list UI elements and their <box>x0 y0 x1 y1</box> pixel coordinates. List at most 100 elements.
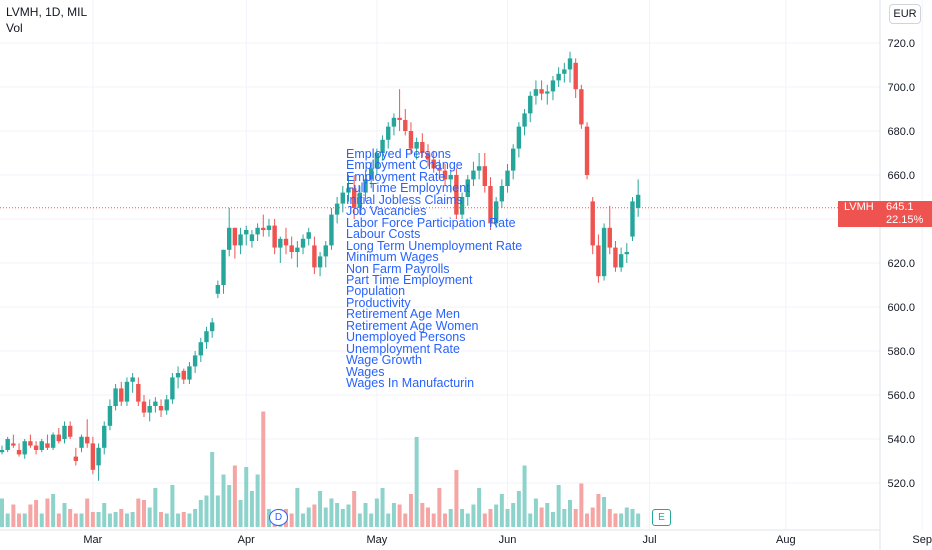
candle-body[interactable] <box>153 401 158 406</box>
candle-body[interactable] <box>147 406 152 413</box>
candle-body[interactable] <box>244 230 249 235</box>
candle-body[interactable] <box>425 153 431 160</box>
candle-body[interactable] <box>278 238 283 248</box>
candle-body[interactable] <box>482 166 487 186</box>
candle-body[interactable] <box>556 73 561 81</box>
currency-button[interactable]: EUR <box>889 4 921 24</box>
candle-body[interactable] <box>505 170 510 186</box>
candle-body[interactable] <box>16 450 22 455</box>
candle-body[interactable] <box>607 227 612 248</box>
candle-body[interactable] <box>624 252 629 255</box>
candle-body[interactable] <box>11 443 16 446</box>
overlay-item[interactable]: Initial Jobless Claims <box>346 192 463 207</box>
candle-body[interactable] <box>261 227 266 230</box>
candle-body[interactable] <box>528 95 533 114</box>
candle-body[interactable] <box>511 148 516 171</box>
candle-body[interactable] <box>357 192 363 208</box>
candle-body[interactable] <box>187 366 192 380</box>
candle-body[interactable] <box>471 170 476 180</box>
volume-legend[interactable]: Vol <box>6 21 23 35</box>
overlay-item[interactable]: Retirement Age Men <box>346 307 460 322</box>
candle-body[interactable] <box>0 450 5 453</box>
candle-body[interactable] <box>369 168 374 180</box>
candle-body[interactable] <box>437 168 442 171</box>
candle-body[interactable] <box>39 441 44 450</box>
candle-body[interactable] <box>590 201 595 246</box>
overlay-item[interactable]: Minimum Wages <box>346 250 439 265</box>
overlay-item[interactable]: Long Term Unemployment Rate <box>346 238 523 253</box>
candle-body[interactable] <box>249 234 255 241</box>
candle-body[interactable] <box>283 238 289 246</box>
candle-body[interactable] <box>363 179 368 193</box>
candle-body[interactable] <box>5 439 10 450</box>
candle-body[interactable] <box>124 381 130 402</box>
candle-body[interactable] <box>96 447 101 466</box>
candle-body[interactable] <box>33 445 39 450</box>
candle-body[interactable] <box>635 194 641 208</box>
overlay-item[interactable]: Labor Force Participation Rate <box>346 215 516 230</box>
candle-body[interactable] <box>227 227 232 250</box>
candle-body[interactable] <box>90 443 96 470</box>
candle-body[interactable] <box>209 322 215 332</box>
candle-body[interactable] <box>346 188 351 193</box>
candle-body[interactable] <box>221 249 226 285</box>
candle-body[interactable] <box>158 406 164 411</box>
symbol-title[interactable]: LVMH, 1D, MIL <box>6 5 88 19</box>
candle-body[interactable] <box>232 227 238 246</box>
candle-body[interactable] <box>136 384 141 402</box>
candle-body[interactable] <box>255 227 260 235</box>
candle-body[interactable] <box>550 80 556 92</box>
candle-body[interactable] <box>573 62 578 90</box>
candle-body[interactable] <box>562 69 567 74</box>
candle-body[interactable] <box>340 192 345 204</box>
candle-body[interactable] <box>380 139 385 153</box>
candle-body[interactable] <box>306 232 311 239</box>
candle-body[interactable] <box>215 285 221 294</box>
candle-body[interactable] <box>431 159 436 169</box>
candle-body[interactable] <box>630 201 635 237</box>
overlay-item[interactable]: Retirement Age Women <box>346 318 479 333</box>
overlay-item[interactable]: Non Farm Payrolls <box>346 261 450 276</box>
overlay-item[interactable]: Unemployed Persons <box>346 330 466 345</box>
overlay-item[interactable]: Part Time Employment <box>346 272 473 287</box>
candle-body[interactable] <box>130 377 135 382</box>
candle-body[interactable] <box>85 436 90 444</box>
overlay-item[interactable]: Full Time Employment <box>346 181 470 196</box>
candle-body[interactable] <box>62 425 67 439</box>
candle-body[interactable] <box>397 117 402 120</box>
candle-body[interactable] <box>204 331 209 343</box>
candle-body[interactable] <box>584 126 590 175</box>
candle-body[interactable] <box>317 256 323 268</box>
candle-body[interactable] <box>567 58 573 70</box>
overlay-item[interactable]: Employed Persons <box>346 147 451 161</box>
candle-body[interactable] <box>289 245 294 252</box>
candle-body[interactable] <box>408 131 414 149</box>
candle-body[interactable] <box>522 113 527 127</box>
candle-body[interactable] <box>516 126 522 149</box>
candle-body[interactable] <box>238 234 243 246</box>
overlay-item[interactable]: Employment Change <box>346 158 463 173</box>
candle-body[interactable] <box>618 254 624 268</box>
candle-body[interactable] <box>539 89 544 94</box>
candle-body[interactable] <box>459 197 465 215</box>
candle-body[interactable] <box>499 186 505 202</box>
candle-body[interactable] <box>266 225 272 230</box>
overlay-item[interactable]: Productivity <box>346 295 411 310</box>
overlay-item[interactable]: Unemployment Rate <box>346 341 460 356</box>
candle-body[interactable] <box>488 186 493 224</box>
overlay-item[interactable]: Employment Rate <box>346 169 446 184</box>
candle-body[interactable] <box>414 142 419 149</box>
candle-body[interactable] <box>50 434 56 448</box>
candle-body[interactable] <box>22 441 27 455</box>
candle-body[interactable] <box>295 247 300 252</box>
overlay-item[interactable]: Labour Costs <box>346 227 421 242</box>
candle-body[interactable] <box>272 225 277 248</box>
candle-body[interactable] <box>579 89 584 125</box>
candle-body[interactable] <box>192 355 198 367</box>
candle-body[interactable] <box>533 89 539 96</box>
earnings-badge[interactable]: E <box>652 509 671 526</box>
candle-body[interactable] <box>493 201 499 224</box>
overlay-item[interactable]: Wage Growth <box>346 353 422 368</box>
candle-body[interactable] <box>170 377 175 400</box>
